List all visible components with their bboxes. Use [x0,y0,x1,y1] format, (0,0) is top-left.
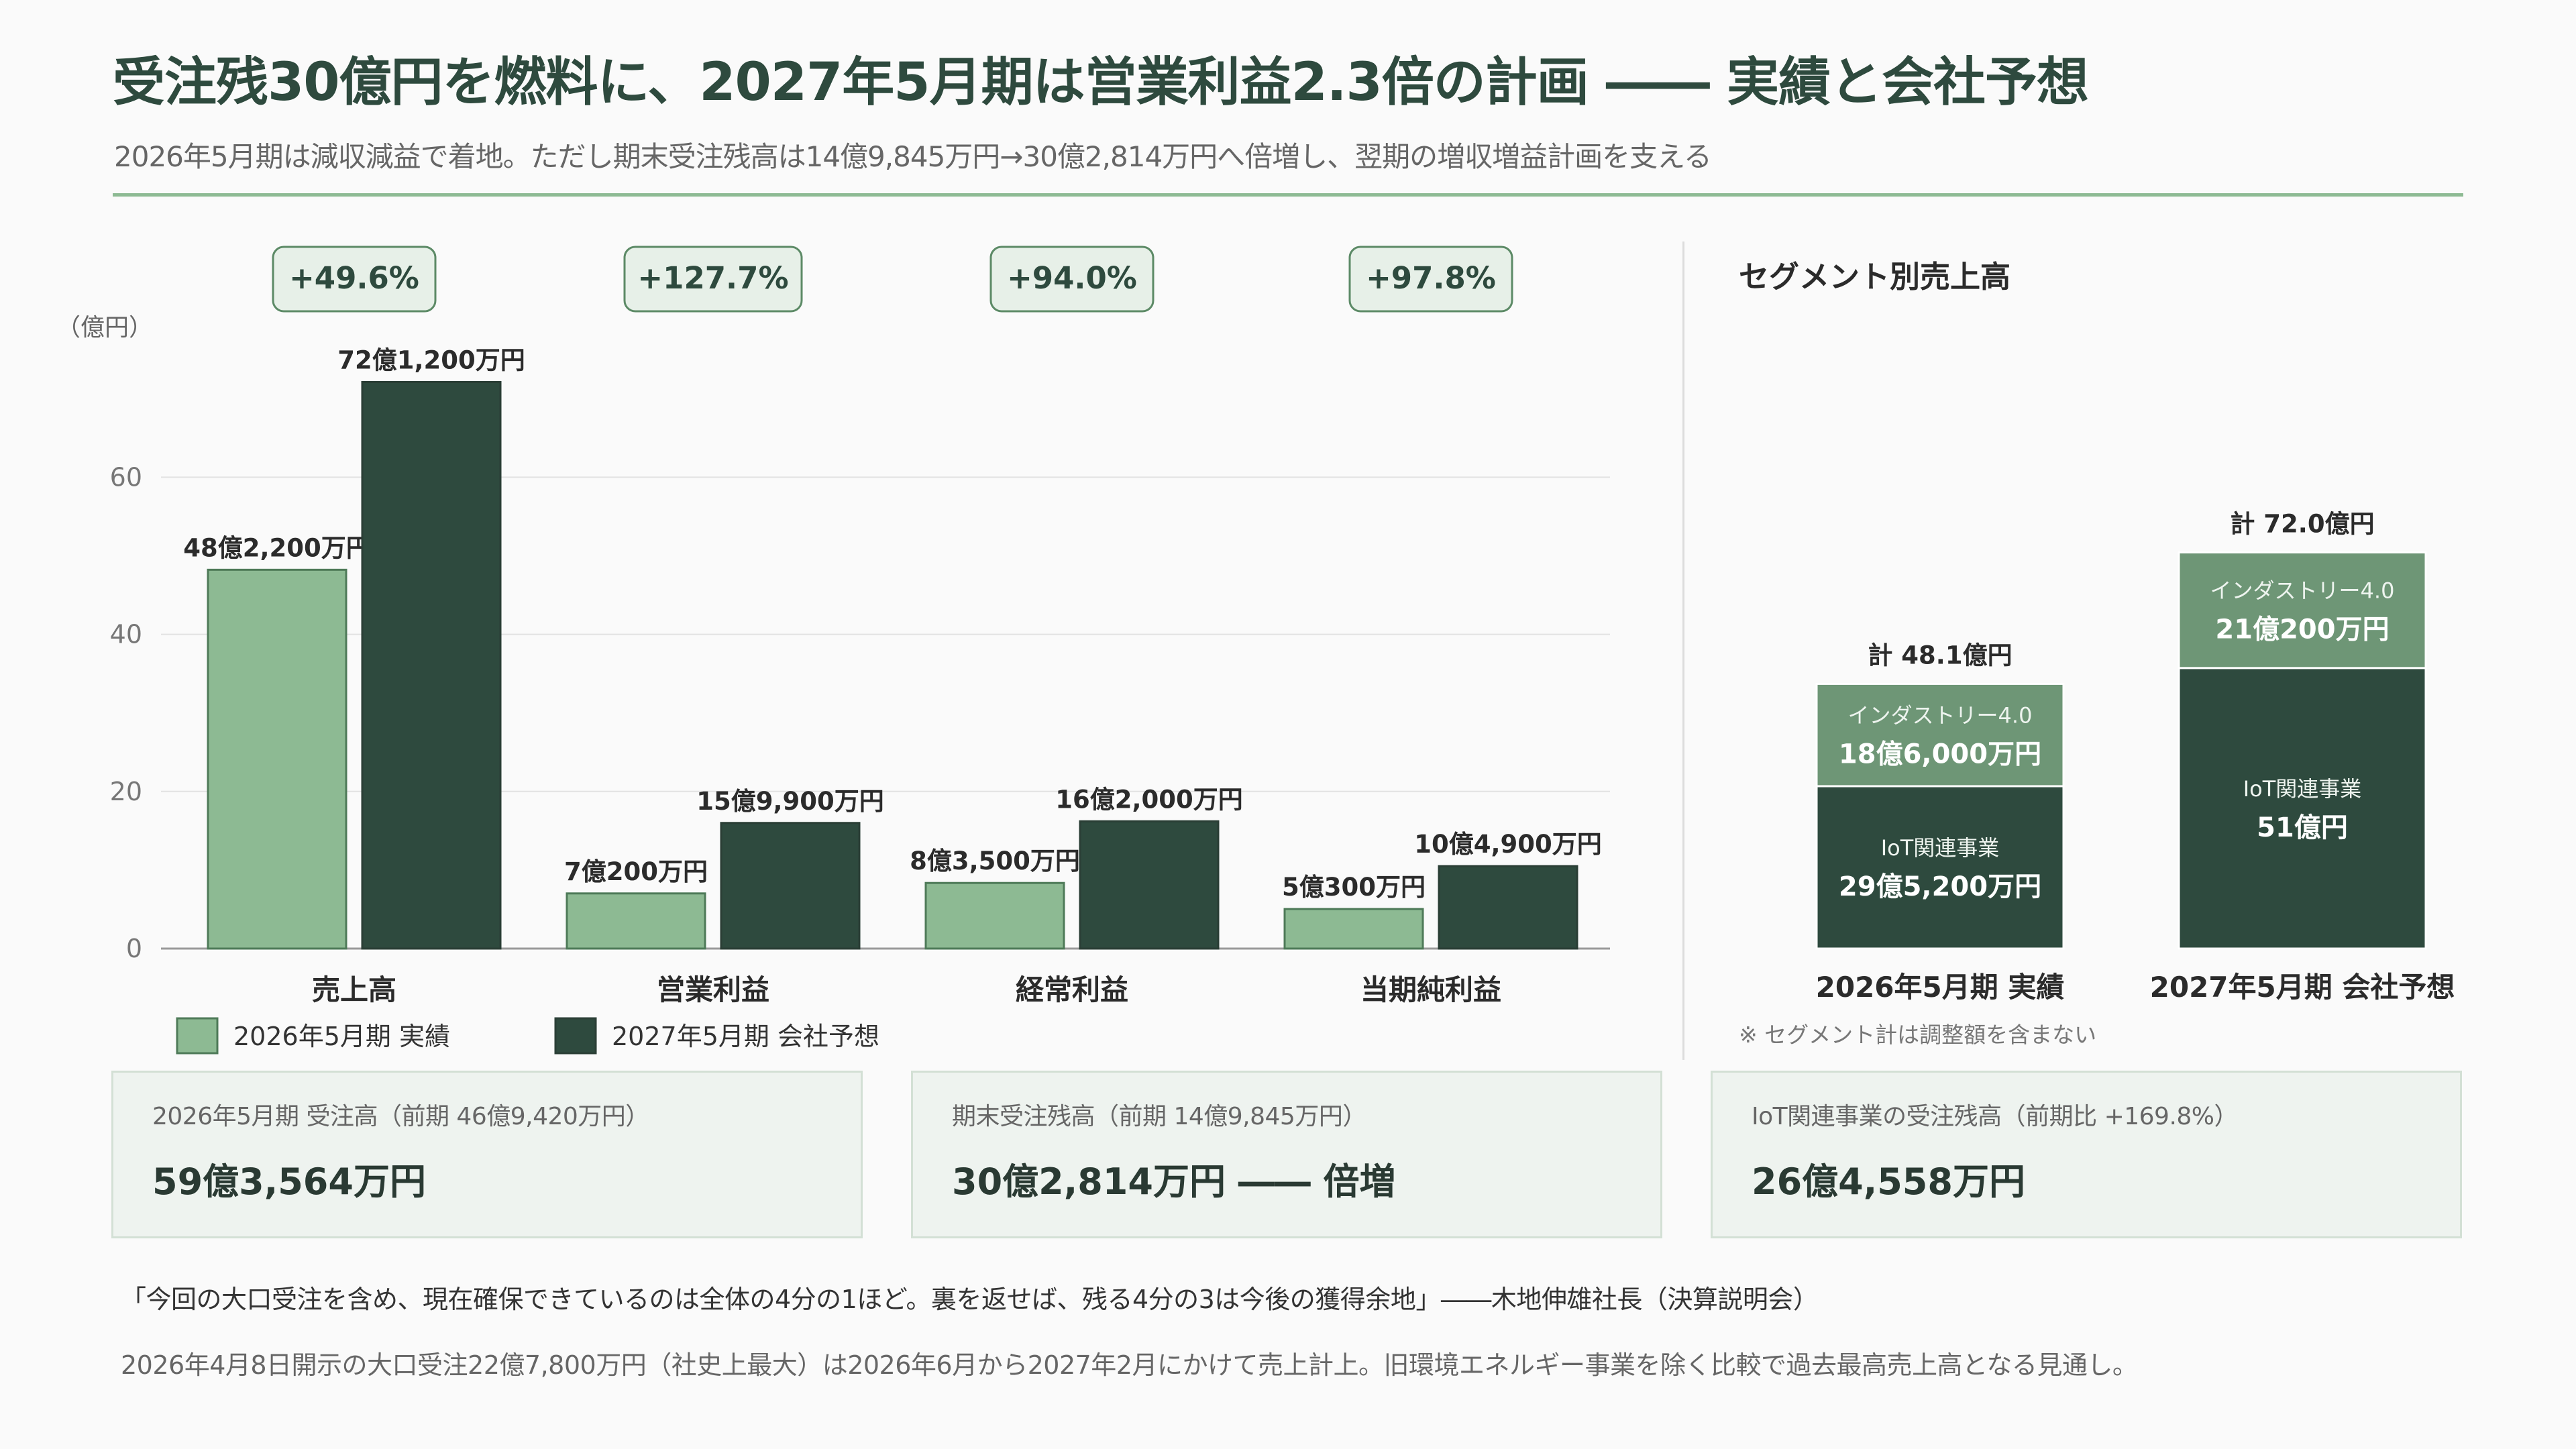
page-subtitle: 2026年5月期は減収減益で着地。ただし期末受注残高は14億9,845万円→30… [114,140,1712,173]
growth-badge-label: +49.6% [289,260,419,296]
bar-value-label: 7億200万円 [564,857,708,886]
bar-forecast [720,822,861,950]
segment-industry [2178,551,2427,669]
bar-value-label: 72億1,200万円 [337,345,525,374]
footnote: 2026年4月8日開示の大口受注22億7,800万円（社史上最大）は2026年6… [121,1350,2138,1380]
card-iot-backlog-value: 26億4,558万円 [1752,1161,2025,1203]
segment-chart-title: セグメント別売上高 [1739,259,2010,294]
segment-value-label: 51億円 [2257,812,2348,843]
card-backlog-value: 30億2,814万円 ―― 倍増 [952,1161,1396,1203]
legend-swatch-actual [176,1017,219,1055]
legend-swatch-forecast [554,1017,597,1055]
card-backlog-label: 期末受注残高（前期 14億9,845万円） [952,1103,1366,1130]
card-orders: 2026年5月期 受注高（前期 46億9,420万円） 59億3,564万円 [111,1071,863,1238]
bar-actual [207,568,347,950]
bar-value-label: 5億300万円 [1282,873,1426,902]
bar-value-label: 16億2,000万円 [1055,785,1243,814]
segment-name-label: IoT関連事業 [2243,776,2362,802]
growth-badge-label: +94.0% [1007,260,1137,296]
segment-name-label: IoT関連事業 [1881,835,2000,861]
growth-badge [989,246,1155,313]
category-label: 経常利益 [1016,973,1128,1006]
legend-label-actual: 2026年5月期 実績 [233,1022,450,1051]
legend-label-forecast: 2027年5月期 会社予想 [612,1022,879,1051]
bar-value-label: 8億3,500万円 [910,847,1080,875]
section-divider [1682,241,1684,1060]
y-tick-label: 40 [110,620,142,649]
bar-actual [924,881,1065,950]
bar-value-label: 10億4,900万円 [1414,830,1602,859]
segment-note: ※ セグメント計は調整額を含まない [1739,1022,2096,1048]
card-iot-backlog-label: IoT関連事業の受注残高（前期比 +169.8%） [1752,1103,2239,1130]
segment-name-label: インダストリー4.0 [2210,578,2395,604]
segment-total-label: 計 48.1億円 [1868,641,2012,669]
title-divider [113,193,2463,197]
bar-forecast [1438,865,1578,950]
bar-value-label: 48億2,200万円 [183,533,371,562]
growth-badge [1348,246,1513,313]
growth-badge [623,246,803,313]
bar-forecast [361,380,502,950]
segment-value-label: 29億5,200万円 [1839,871,2041,902]
card-iot-backlog: IoT関連事業の受注残高（前期比 +169.8%） 26億4,558万円 [1711,1071,2462,1238]
segment-industry [1815,682,2065,788]
bar-forecast [1079,820,1220,950]
y-tick-label: 0 [126,934,142,963]
growth-badge [272,246,437,313]
growth-badge-label: +127.7% [637,260,788,296]
y-axis-unit: （億円） [56,314,153,341]
segment-iot [2178,667,2427,950]
bar-actual [1283,908,1424,950]
category-label: 営業利益 [657,973,769,1006]
segment-total-label: 計 72.0億円 [2230,509,2374,538]
card-orders-value: 59億3,564万円 [152,1161,426,1203]
card-backlog: 期末受注残高（前期 14億9,845万円） 30億2,814万円 ―― 倍増 [911,1071,1662,1238]
page-title: 受注残30億円を燃料に、2027年5月期は営業利益2.3倍の計画 ―― 実績と会… [113,52,2089,113]
ceo-quote: 「今回の大口受注を含め、現在確保できているのは全体の4分の1ほど。裏を返せば、残… [121,1285,1819,1314]
segment-name-label: インダストリー4.0 [1848,703,2033,729]
category-label: 売上高 [312,973,396,1006]
card-orders-label: 2026年5月期 受注高（前期 46億9,420万円） [152,1103,649,1130]
segment-category-label: 2027年5月期 会社予想 [2150,971,2455,1004]
bar-value-label: 15億9,900万円 [696,787,884,816]
y-tick-label: 60 [110,462,142,492]
segment-category-label: 2026年5月期 実績 [1816,971,2065,1004]
segment-iot [1815,785,2065,950]
segment-value-label: 21億200万円 [2215,614,2389,645]
segment-value-label: 18億6,000万円 [1839,739,2041,770]
category-label: 当期純利益 [1360,973,1501,1006]
y-tick-label: 20 [110,777,142,806]
bar-actual [566,892,706,950]
growth-badge-label: +97.8% [1366,260,1496,296]
